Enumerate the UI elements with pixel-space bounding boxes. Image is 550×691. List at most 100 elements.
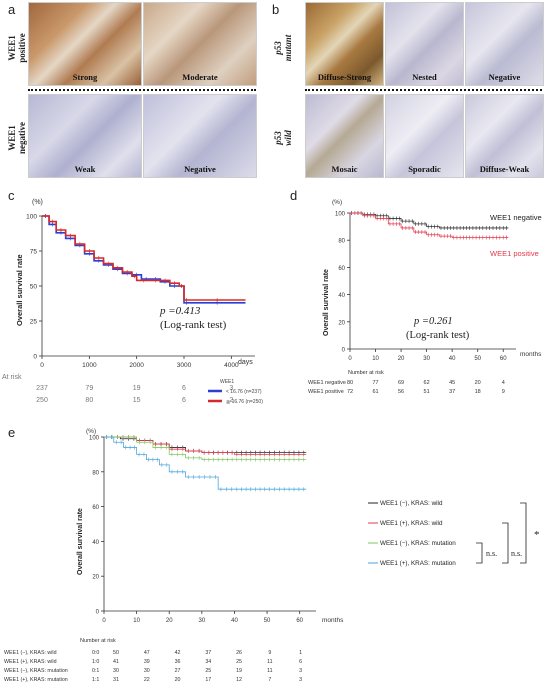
at-risk-row-label: WEE1 (−), KRAS: wild	[4, 650, 57, 656]
x-tick-label: 0	[102, 618, 106, 624]
x-tick-label: 10	[372, 356, 379, 362]
at-risk-code: 0:0	[92, 650, 99, 656]
at-risk-count: 237	[36, 385, 48, 392]
at-risk-count: 11	[267, 659, 273, 665]
legend-item: WEE1 (+), KRAS: wild	[380, 520, 443, 527]
at-risk-count: 18	[475, 389, 481, 395]
panel-e-at-risk: Number at risk WEE1 (−), KRAS: wild 0:0 50…	[4, 638, 302, 683]
x-tick-label: 2000	[129, 362, 144, 369]
y-tick-label: 80	[338, 239, 345, 245]
micrograph-sporadic: Sporadic	[385, 94, 464, 178]
x-unit: months	[520, 351, 542, 358]
tile-label: Negative	[184, 164, 216, 174]
y-tick-label: 100	[335, 212, 346, 218]
y-tick-label: 60	[338, 266, 345, 272]
at-risk-count: 3	[299, 668, 302, 674]
x-tick-label: 0	[348, 356, 352, 362]
at-risk-count: 3	[299, 677, 302, 683]
at-risk-count: 19	[236, 668, 242, 674]
at-risk-count: 11	[267, 668, 273, 674]
at-risk-label: At risk	[2, 374, 22, 381]
x-tick-label: 40	[231, 618, 238, 624]
ns-label: n.s.	[511, 549, 522, 558]
at-risk-count: 25	[205, 668, 211, 674]
at-risk-count: 36	[175, 659, 181, 665]
x-unit: months	[322, 617, 344, 624]
survival-curve	[350, 212, 509, 238]
y-tick-label: 40	[92, 540, 99, 546]
micrograph-diffuse-strong: Diffuse-Strong	[305, 2, 384, 86]
legend-title: WEE1	[220, 379, 234, 385]
panel-e-letter: e	[8, 425, 16, 440]
at-risk-count: 41	[113, 659, 119, 665]
x-tick-label: 50	[474, 356, 481, 362]
at-risk-count: 1	[299, 650, 302, 656]
at-risk-count: 69	[398, 380, 404, 386]
test-name: (Log-rank test)	[406, 330, 470, 341]
at-risk-count: 80	[85, 397, 93, 404]
tile-label: Sporadic	[408, 164, 441, 174]
panel-c-letter: c	[8, 188, 15, 203]
survival-curve	[104, 436, 307, 490]
at-risk-count: 17	[205, 677, 211, 683]
at-risk-count: 22	[144, 677, 150, 683]
x-tick-label: 20	[398, 356, 405, 362]
y-unit: (%)	[32, 199, 43, 206]
at-risk-count: 62	[424, 380, 430, 386]
micrograph-moderate: Moderate	[143, 2, 257, 86]
panel-d-at-risk: WEE1 negative 80 77 69 62 45 20 4 WEE1 positive 7…	[308, 380, 505, 395]
significance-star: *	[534, 529, 540, 541]
legend-item: WEE1 (−), KRAS: mutation	[380, 540, 456, 547]
tile-label: Nested	[412, 72, 437, 82]
test-name: (Log-rank test)	[160, 319, 227, 331]
tile-label: Weak	[74, 164, 96, 174]
at-risk-title: Number at risk	[80, 638, 116, 644]
at-risk-count: 2	[229, 397, 233, 404]
at-risk-count: 6	[182, 385, 186, 392]
at-risk-count: 37	[205, 650, 211, 656]
x-tick-label: 30	[199, 618, 206, 624]
at-risk-count: 25	[236, 659, 242, 665]
panel-e-chart: (%) Overall survival rate 0 20 40 60 80 100 0 1…	[77, 428, 540, 624]
at-risk-count: 42	[175, 650, 181, 656]
survival-curve	[350, 212, 509, 229]
legend-item: WEE1 (+), KRAS: mutation	[380, 560, 456, 567]
at-risk-count: 20	[475, 380, 481, 386]
at-risk-count: 3	[229, 385, 233, 392]
at-risk-count: 9	[268, 650, 271, 656]
at-risk-count: 20	[175, 677, 181, 683]
at-risk-count: 7	[268, 677, 271, 683]
at-risk-count: 31	[113, 677, 119, 683]
micrograph-negative: Negative	[143, 94, 257, 178]
tile-label: Strong	[72, 72, 98, 82]
y-axis-label: Overall survival rate	[323, 269, 330, 336]
at-risk-count: 4	[502, 380, 505, 386]
legend-item: ≧ 16.76 (n=250)	[226, 399, 263, 405]
tile-label: Mosaic	[331, 164, 358, 174]
micrograph-strong: Strong	[28, 2, 142, 86]
micrograph-diffuse-weak: Diffuse-Weak	[465, 94, 544, 178]
row-label-p53-mutant: p53 mutant	[273, 34, 293, 62]
at-risk-count: 51	[424, 389, 430, 395]
at-risk-count: 45	[449, 380, 455, 386]
panel-c-at-risk: At risk 237 79 19 6 3 250 80 15 6 2 WEE1 < 16.76 …	[2, 374, 263, 405]
tile-label: Diffuse-Weak	[479, 164, 530, 174]
y-tick-label: 20	[92, 575, 99, 581]
at-risk-count: 9	[502, 389, 505, 395]
at-risk-count: 37	[449, 389, 455, 395]
at-risk-count: 80	[347, 380, 353, 386]
separator-a	[28, 89, 256, 91]
y-axis-label: Overall survival rate	[77, 508, 84, 575]
y-tick-label: 0	[33, 354, 37, 361]
at-risk-count: 56	[398, 389, 404, 395]
x-tick-label: 1000	[82, 362, 97, 369]
micrograph-nested: Nested	[385, 2, 464, 86]
tile-label: Diffuse-Strong	[317, 72, 372, 82]
micrograph-weak: Weak	[28, 94, 142, 178]
y-axis-label: Overall survival rate	[15, 254, 24, 326]
at-risk-count: 79	[85, 385, 93, 392]
p-value: p =0.413	[159, 305, 201, 317]
at-risk-code: 1:1	[92, 677, 99, 683]
